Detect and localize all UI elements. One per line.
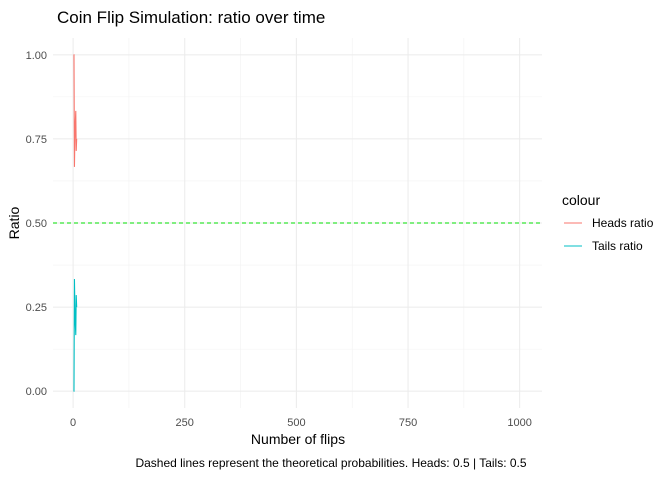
x-axis-title: Number of flips [251,431,345,447]
y-tick-label: 1.00 [26,50,47,62]
caption: Dashed lines represent the theoretical p… [135,456,526,470]
x-tick-label: 750 [399,417,417,429]
legend-title: colour [562,192,600,208]
y-tick-label: 0.75 [26,134,47,146]
x-tick-label: 500 [287,417,305,429]
y-axis-ticks: 0.00 0.25 0.50 0.75 1.00 [26,50,47,398]
x-tick-label: 0 [70,417,76,429]
legend: colour Heads ratio Tails ratio [562,192,654,253]
legend-item: Heads ratio [564,216,654,230]
series-lines [73,54,78,392]
y-axis-title: Ratio [6,206,22,239]
y-tick-label: 0.25 [26,302,47,314]
legend-label: Tails ratio [592,239,643,253]
x-axis-ticks: 0 250 500 750 1000 [70,417,532,429]
x-tick-label: 250 [176,417,194,429]
plot-grid [53,38,542,408]
x-tick-label: 1000 [507,417,531,429]
series-line-tails-ratio [73,279,78,392]
y-tick-label: 0.00 [26,386,47,398]
legend-item: Tails ratio [564,239,643,253]
chart-title: Coin Flip Simulation: ratio over time [57,8,325,27]
y-tick-label: 0.50 [26,218,47,230]
legend-label: Heads ratio [592,216,654,230]
series-line-heads-ratio [73,54,78,167]
